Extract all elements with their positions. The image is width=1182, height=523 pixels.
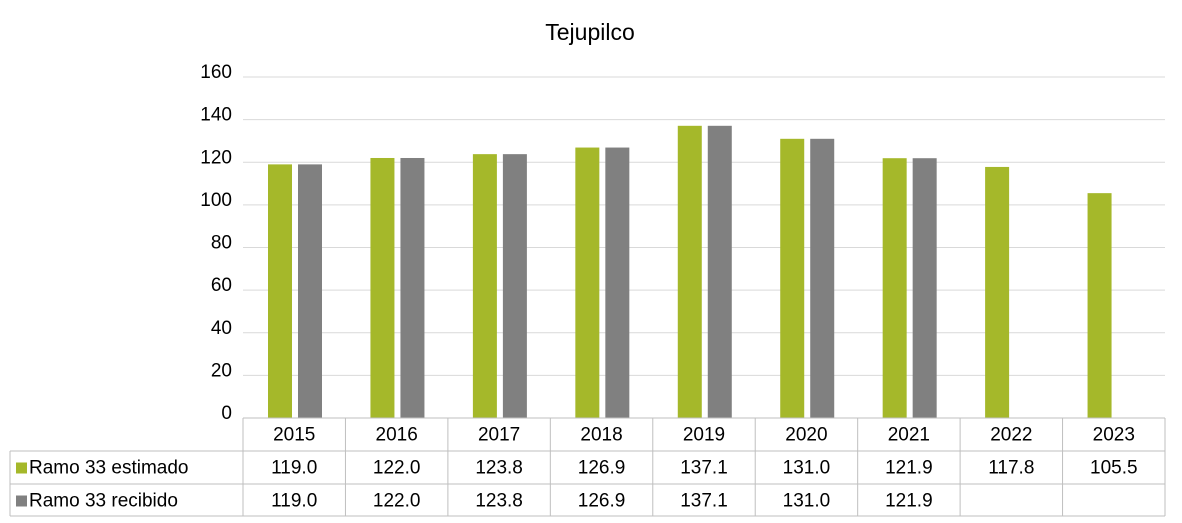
table-value: 131.0	[783, 491, 831, 512]
bar	[400, 157, 425, 419]
y-tick-label: 0	[221, 403, 232, 424]
x-tick-label: 2016	[376, 425, 418, 446]
table-value: 123.8	[475, 491, 523, 512]
bar	[298, 164, 322, 418]
bar	[677, 125, 702, 418]
y-tick-label: 120	[200, 147, 232, 168]
table-value: 123.8	[475, 458, 523, 479]
y-tick-label: 140	[200, 105, 232, 126]
table-value: 121.9	[885, 458, 933, 479]
table-value: 121.9	[885, 491, 933, 512]
bar	[472, 154, 497, 418]
y-tick-label: 80	[211, 233, 232, 254]
table-value: 119.0	[271, 491, 317, 512]
y-tick-label: 100	[200, 190, 232, 211]
x-tick-label: 2015	[273, 425, 315, 446]
table-value: 122.0	[373, 491, 421, 512]
bar	[810, 138, 835, 418]
bar	[780, 138, 805, 418]
table-value: 126.9	[578, 491, 626, 512]
table-value: 122.0	[373, 458, 421, 479]
y-tick-label: 160	[200, 62, 232, 83]
bar	[882, 158, 907, 418]
y-tick-label: 40	[211, 318, 232, 339]
table-value: 137.1	[680, 458, 728, 479]
y-tick-label: 20	[211, 360, 232, 381]
bar	[605, 147, 630, 418]
legend-swatch	[16, 462, 27, 474]
table-value: 137.1	[680, 491, 728, 512]
x-tick-label: 2019	[683, 425, 725, 446]
bar	[575, 147, 600, 418]
x-tick-label: 2020	[785, 425, 827, 446]
x-tick-label: 2018	[580, 425, 622, 446]
bar	[912, 158, 937, 418]
bar	[268, 164, 292, 418]
x-tick-label: 2017	[478, 425, 520, 446]
table-value: 105.5	[1090, 458, 1138, 479]
y-tick-label: 60	[211, 275, 232, 296]
table-value: 131.0	[783, 458, 831, 479]
table-value: 119.0	[271, 458, 317, 479]
table-value: 117.8	[988, 458, 1034, 479]
x-tick-label: 2022	[990, 425, 1032, 446]
x-tick-label: 2023	[1093, 425, 1135, 446]
bar	[370, 157, 395, 419]
bar	[502, 154, 527, 418]
legend-label: Ramo 33 recibido	[29, 491, 178, 512]
bar	[707, 125, 732, 418]
table-value: 126.9	[578, 458, 626, 479]
x-tick-label: 2021	[888, 425, 930, 446]
bar	[1087, 193, 1112, 418]
bar	[985, 166, 1010, 418]
legend-swatch	[16, 495, 27, 507]
chart-title: Tejupilco	[545, 19, 635, 45]
legend-label: Ramo 33 estimado	[29, 458, 188, 479]
